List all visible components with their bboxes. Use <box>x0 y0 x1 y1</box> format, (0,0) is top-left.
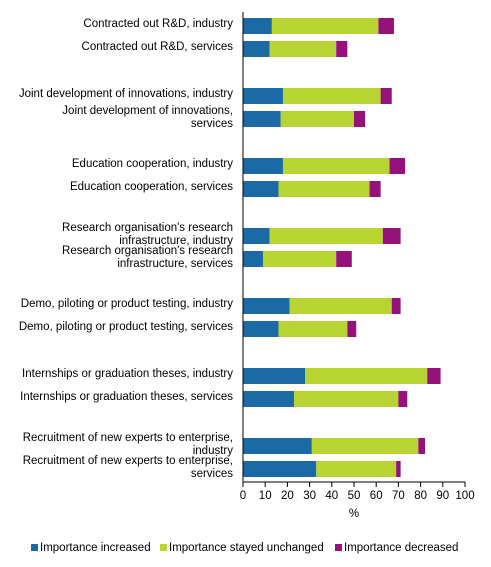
bar-segment-unchanged <box>269 41 337 57</box>
bar-segment-decreased <box>378 18 394 34</box>
bar-segment-decreased <box>418 438 426 454</box>
bar-segment-increased <box>243 88 283 104</box>
legend-label: Importance increased <box>40 542 151 554</box>
bar-segment-unchanged <box>271 18 379 34</box>
bar-segment-decreased <box>336 251 352 267</box>
bar-segment-decreased <box>336 41 348 57</box>
bar-segment-unchanged <box>262 251 337 267</box>
category-label: Research organisation's research <box>62 222 233 234</box>
category-label: Contracted out R&D, industry <box>83 18 233 30</box>
category-label: Recruitment of new experts to enterprise… <box>23 432 233 444</box>
bar-segment-increased <box>243 461 317 477</box>
x-tick-label: 30 <box>303 490 316 502</box>
category-label: Joint development of innovations, indust… <box>19 88 233 100</box>
bar-segment-decreased <box>396 461 401 477</box>
bar-segment-increased <box>243 41 270 57</box>
category-label: Internships or graduation theses, indust… <box>22 368 233 380</box>
x-axis-title: % <box>349 508 359 520</box>
legend-swatch <box>160 544 167 551</box>
category-label: industry <box>193 445 234 457</box>
category-label: Education cooperation, industry <box>72 158 233 170</box>
bar-segment-unchanged <box>278 321 348 337</box>
bar-segment-increased <box>243 251 263 267</box>
bar-segment-decreased <box>369 181 381 197</box>
category-label: Contracted out R&D, services <box>82 41 234 53</box>
legend-swatch <box>335 544 342 551</box>
bar-segment-decreased <box>389 158 406 174</box>
bar-segment-unchanged <box>282 158 390 174</box>
bars <box>243 18 441 477</box>
bar-segment-unchanged <box>289 298 392 314</box>
x-tick-label: 80 <box>414 490 427 502</box>
bar-segment-decreased <box>398 391 408 407</box>
bar-segment-unchanged <box>316 461 397 477</box>
legend-swatch <box>31 544 38 551</box>
x-tick-label: 10 <box>259 490 272 502</box>
bar-segment-decreased <box>347 321 357 337</box>
category-label: Research organisation's research <box>62 245 233 257</box>
x-tick-label: 50 <box>348 490 361 502</box>
category-label: Recruitment of new experts to enterprise… <box>23 455 233 467</box>
bar-segment-increased <box>243 298 290 314</box>
x-tick-label: 20 <box>281 490 294 502</box>
bar-segment-increased <box>243 111 281 127</box>
bar-segment-unchanged <box>294 391 399 407</box>
bar-segment-increased <box>243 368 306 384</box>
legend-label: Importance decreased <box>344 542 458 554</box>
category-labels: Contracted out R&D, industry Contracted o… <box>19 18 233 480</box>
bar-segment-increased <box>243 391 295 407</box>
x-tick-label: 100 <box>455 490 474 502</box>
bar-segment-decreased <box>354 111 366 127</box>
category-label: services <box>191 118 233 130</box>
bar-segment-unchanged <box>282 88 381 104</box>
bar-segment-increased <box>243 18 272 34</box>
bar-segment-increased <box>243 228 270 244</box>
bar-segment-increased <box>243 181 279 197</box>
category-label: infrastructure, services <box>117 258 233 270</box>
category-label: infrastructure, industry <box>119 235 233 247</box>
x-axis: 0 10 20 30 40 50 60 70 80 90 100% <box>240 12 475 520</box>
category-label: Internships or graduation theses, servic… <box>20 391 233 403</box>
bar-segment-unchanged <box>280 111 354 127</box>
bar-segment-decreased <box>391 298 401 314</box>
bar-segment-unchanged <box>269 228 383 244</box>
bar-segment-unchanged <box>305 368 428 384</box>
x-tick-label: 0 <box>240 490 246 502</box>
bar-segment-increased <box>243 321 279 337</box>
category-label: services <box>191 468 233 480</box>
bar-segment-unchanged <box>278 181 370 197</box>
legend: Importance increased Importance stayed un… <box>31 542 458 554</box>
legend-label: Importance stayed unchanged <box>169 542 324 554</box>
bar-segment-increased <box>243 158 283 174</box>
bar-segment-unchanged <box>311 438 419 454</box>
x-tick-label: 90 <box>436 490 449 502</box>
category-label: Demo, piloting or product testing, indus… <box>21 298 233 310</box>
category-label: Demo, piloting or product testing, servi… <box>19 321 233 333</box>
category-label: Joint development of innovations, <box>62 105 233 117</box>
bar-segment-increased <box>243 438 312 454</box>
category-label: Education cooperation, services <box>70 181 233 193</box>
x-tick-label: 40 <box>325 490 338 502</box>
x-tick-label: 70 <box>392 490 405 502</box>
x-tick-label: 60 <box>370 490 383 502</box>
bar-segment-decreased <box>380 88 392 104</box>
bar-segment-decreased <box>382 228 401 244</box>
bar-segment-decreased <box>427 368 441 384</box>
